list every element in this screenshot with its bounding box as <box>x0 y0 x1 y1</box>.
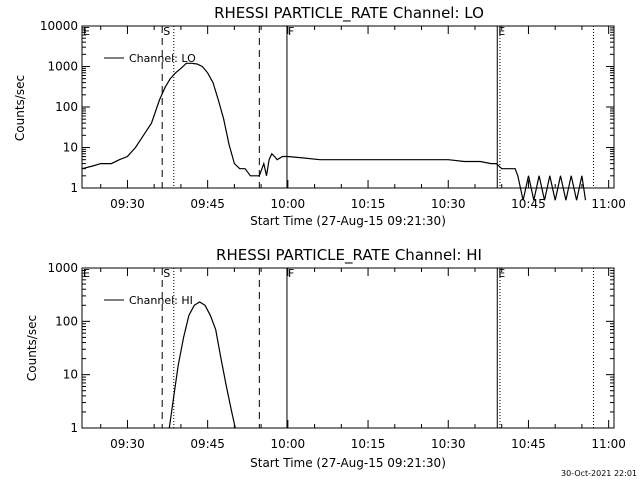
lo-y-tick-label: 10 <box>63 141 78 155</box>
lo-x-axis-label: Start Time (27-Aug-15 09:21:30) <box>250 214 446 228</box>
lo-y-tick-label: 1 <box>70 181 78 195</box>
lo-x-tick-label: 09:30 <box>110 197 145 211</box>
hi-x-tick-label: 09:30 <box>110 437 145 451</box>
lo-x-tick-label: 10:30 <box>431 197 466 211</box>
timestamp: 30-Oct-2021 22:01 <box>561 469 637 478</box>
hi-x-tick-label: 10:15 <box>351 437 386 451</box>
lo-series-line <box>81 62 587 201</box>
hi-x-tick-label: 10:45 <box>511 437 546 451</box>
hi-y-tick-label: 1000 <box>47 261 78 275</box>
lo-x-tick-label: 09:45 <box>190 197 225 211</box>
lo-x-tick-label: 11:00 <box>591 197 626 211</box>
hi-x-tick-label: 11:00 <box>591 437 626 451</box>
hi-event-marker-label: S <box>163 267 170 280</box>
hi-y-axis-label: Counts/sec <box>25 315 39 381</box>
lo-y-axis-label: Counts/sec <box>13 75 27 141</box>
hi-y-tick-label: 100 <box>55 314 78 328</box>
hi-x-tick-label: 09:45 <box>190 437 225 451</box>
hi-chart-title: RHESSI PARTICLE_RATE Channel: HI <box>216 246 482 265</box>
lo-x-tick-label: 10:45 <box>511 197 546 211</box>
lo-y-tick-label: 10000 <box>40 19 78 33</box>
lo-event-marker-label: S <box>163 25 170 38</box>
hi-series-line <box>168 301 236 429</box>
hi-x-axis-label: Start Time (27-Aug-15 09:21:30) <box>250 456 446 470</box>
hi-event-marker-label: F <box>288 267 294 280</box>
lo-y-tick-label: 100 <box>55 100 78 114</box>
hi-event-marker-label: E <box>83 267 90 280</box>
hi-channel-panel: RHESSI PARTICLE_RATE Channel: HI Counts/… <box>25 246 626 470</box>
lo-x-tick-label: 10:15 <box>351 197 386 211</box>
lo-x-tick-label: 10:00 <box>271 197 306 211</box>
lo-y-tick-label: 1000 <box>47 60 78 74</box>
lo-legend-label: Channel: LO <box>129 52 196 65</box>
lo-channel-panel: RHESSI PARTICLE_RATE Channel: LO Counts/… <box>13 4 626 228</box>
lo-event-marker-label: E <box>498 25 505 38</box>
hi-y-tick-label: 1 <box>70 421 78 435</box>
lo-chart-title: RHESSI PARTICLE_RATE Channel: LO <box>214 4 484 23</box>
hi-y-tick-label: 10 <box>63 368 78 382</box>
lo-event-marker-label: F <box>288 25 294 38</box>
hi-x-tick-label: 10:30 <box>431 437 466 451</box>
hi-x-tick-label: 10:00 <box>271 437 306 451</box>
hi-event-marker-label: E <box>498 267 505 280</box>
hi-plot-frame <box>81 267 615 429</box>
hi-legend-label: Channel: HI <box>129 294 193 307</box>
lo-event-marker-label: E <box>83 25 90 38</box>
